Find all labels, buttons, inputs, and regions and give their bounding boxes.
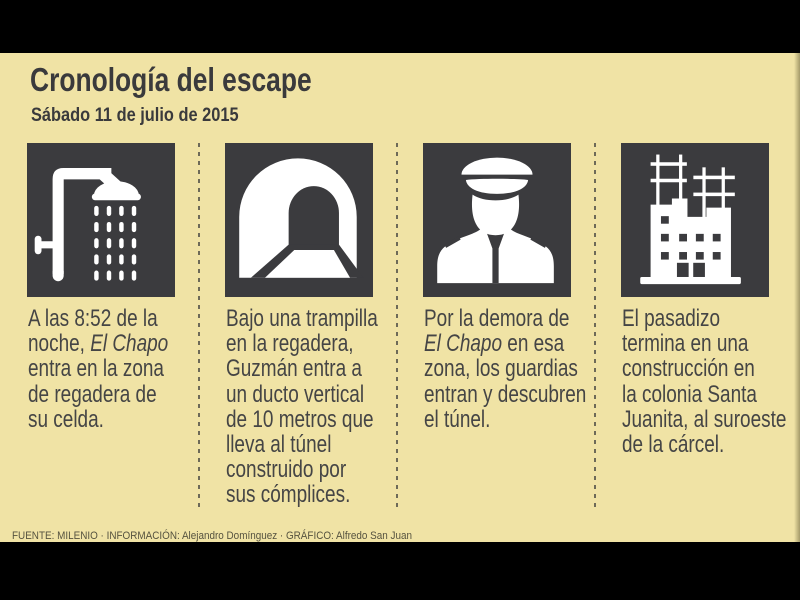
timeline-step-guard: Por la demora de El Chapo en esa zona, l… — [423, 143, 586, 432]
building-icon — [640, 154, 741, 285]
dashed-divider — [198, 143, 200, 507]
step-caption: Por la demora de El Chapo en esa zona, l… — [424, 305, 587, 433]
building-icon-box — [621, 143, 769, 297]
date-subtitle: Sábado 11 de julio de 2015 — [31, 104, 239, 126]
infographic-panel — [0, 53, 800, 542]
shower-icon — [34, 167, 141, 282]
dashed-divider — [594, 143, 596, 507]
guard-icon-box — [423, 143, 571, 297]
step-caption: A las 8:52 de la noche, El Chapo entra e… — [28, 305, 169, 433]
right-edge-shade — [794, 53, 800, 542]
tunnel-icon — [239, 158, 364, 278]
timeline-step-shower: A las 8:52 de la noche, El Chapo entra e… — [27, 143, 175, 429]
guard-icon — [437, 157, 554, 284]
dashed-divider — [396, 143, 398, 507]
timeline-step-building: El pasadizo termina en una construcción … — [621, 143, 786, 457]
page-title: Cronología del escape — [30, 61, 312, 98]
tunnel-icon-box — [225, 143, 373, 297]
credits-line: FUENTE: MILENIO · INFORMACIÓN: Alejandro… — [12, 530, 412, 542]
shower-icon-box — [27, 143, 175, 297]
step-caption: Bajo una trampilla en la regadera, Guzmá… — [226, 305, 378, 509]
timeline-step-tunnel: Bajo una trampilla en la regadera, Guzmá… — [225, 143, 378, 508]
step-caption: El pasadizo termina en una construcción … — [622, 305, 787, 459]
